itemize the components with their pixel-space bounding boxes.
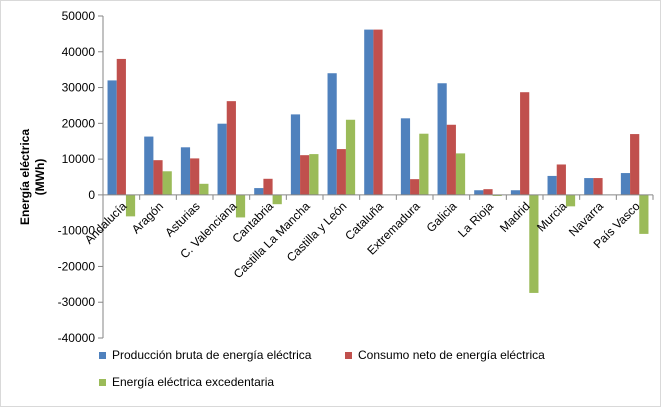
y-axis-label: Energía eléctrica(MWh) xyxy=(18,129,47,225)
bar xyxy=(125,194,136,217)
bar xyxy=(300,155,310,195)
bar xyxy=(492,194,502,196)
bar xyxy=(336,149,346,195)
bar xyxy=(263,178,273,195)
bar xyxy=(520,92,530,195)
y-axis-title: Energía eléctrica(MWh) xyxy=(18,129,47,225)
legend: Producción bruta de energía eléctrica Con… xyxy=(99,348,545,389)
y-tick-label: 50000 xyxy=(62,9,96,23)
y-axis-label-line: Energía eléctrica xyxy=(18,129,32,225)
y-tick-label: 40000 xyxy=(62,45,96,59)
bar xyxy=(153,160,163,195)
bar xyxy=(364,29,374,195)
y-tick-label: -40000 xyxy=(58,331,96,345)
bar xyxy=(162,171,172,195)
bar xyxy=(547,175,557,195)
axes xyxy=(102,16,654,338)
legend-label: Energía eléctrica excedentaria xyxy=(112,375,274,389)
bar xyxy=(107,80,117,195)
bar xyxy=(327,73,337,195)
bars xyxy=(107,29,649,293)
bar xyxy=(565,194,576,207)
legend-swatch xyxy=(99,379,106,386)
legend-swatch xyxy=(345,352,352,359)
bar xyxy=(446,124,456,195)
y-axis-label-line: (MWh) xyxy=(33,159,47,196)
x-tick-label: La Rioja xyxy=(455,199,496,240)
bar xyxy=(620,173,631,195)
bar xyxy=(199,183,209,195)
bar xyxy=(272,194,282,205)
bar xyxy=(639,194,649,234)
legend-label: Consumo neto de energía eléctrica xyxy=(358,348,545,362)
legend-swatch xyxy=(99,352,106,359)
bar xyxy=(144,136,154,195)
bar xyxy=(455,153,466,195)
y-tick-label: -10000 xyxy=(58,224,96,238)
x-tick-label: Madrid xyxy=(497,199,533,235)
x-tick-label: Murcia xyxy=(534,199,570,235)
bar xyxy=(226,101,236,195)
legend-label: Producción bruta de energía eléctrica xyxy=(112,348,312,362)
y-tick-label: -30000 xyxy=(58,295,96,309)
bar xyxy=(510,190,521,195)
bar xyxy=(290,114,301,195)
y-tick-label: 0 xyxy=(88,188,95,202)
bar xyxy=(235,194,246,218)
bar xyxy=(474,190,484,195)
bar xyxy=(116,58,126,195)
bar xyxy=(630,134,640,195)
bar xyxy=(345,119,356,195)
bar xyxy=(217,123,227,195)
bar xyxy=(483,189,493,195)
y-axis-ticks: -40000 -30000 -20000 -10000 0 10000 20000 30000… xyxy=(58,9,103,345)
bar xyxy=(593,178,603,195)
x-tick-label: Galicia xyxy=(424,199,460,235)
bar xyxy=(373,29,383,195)
bar xyxy=(410,179,420,195)
bar xyxy=(437,83,447,195)
bar xyxy=(180,147,191,195)
bar xyxy=(584,178,594,195)
y-tick-label: -20000 xyxy=(58,259,96,273)
bar xyxy=(309,154,319,195)
y-tick-label: 10000 xyxy=(62,152,96,166)
bar xyxy=(556,164,566,195)
bar xyxy=(190,158,200,195)
bar xyxy=(419,133,429,195)
bar xyxy=(254,188,264,195)
y-tick-label: 20000 xyxy=(62,116,96,130)
bar xyxy=(400,118,411,195)
bar xyxy=(529,194,539,293)
y-tick-label: 30000 xyxy=(62,81,96,95)
